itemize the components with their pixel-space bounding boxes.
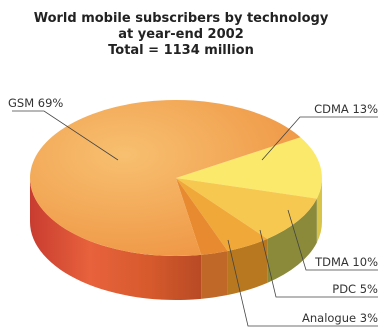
leader-line-gsm: [12, 110, 119, 161]
pie-side-cdma: [316, 178, 322, 243]
slice-label-analogue: Analogue 3%: [302, 311, 378, 325]
pie-side-gsm: [30, 178, 202, 300]
slice-label-gsm: GSM 69%: [8, 96, 63, 110]
pie-side-analogue: [201, 250, 228, 299]
leader-line-analogue: [227, 239, 378, 327]
leader-line-pdc: [259, 229, 378, 298]
title-line-1: World mobile subscribers by technology: [34, 11, 329, 26]
pie-slice-gsm: [29, 99, 301, 256]
chart-title: World mobile subscribers by technology a…: [34, 11, 329, 58]
slice-label-pdc: PDC 5%: [332, 282, 378, 296]
pie-side-tdma: [267, 198, 317, 283]
pie-slice-analogue: [176, 178, 228, 255]
pie-slice-cdma: [176, 137, 322, 199]
pie-slice-tdma: [176, 178, 317, 239]
title-line-3: Total = 1134 million: [108, 43, 254, 58]
pie-slice-pdc: [176, 178, 268, 251]
slice-label-tdma: TDMA 10%: [314, 255, 378, 269]
leader-line-cdma: [261, 116, 378, 161]
title-line-2: at year-end 2002: [118, 27, 243, 42]
slice-label-cdma: CDMA 13%: [314, 102, 378, 116]
leader-line-tdma: [287, 209, 378, 271]
